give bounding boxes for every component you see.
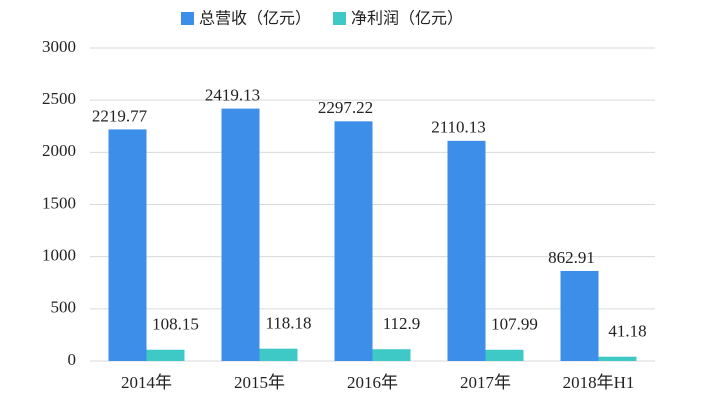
bar [259,348,298,361]
data-label: 112.9 [383,314,421,333]
data-label: 41.18 [608,322,646,341]
y-tick-label: 2000 [42,141,76,160]
bar [221,108,260,362]
x-tick-label: 2015年 [234,373,285,392]
data-label: 2219.77 [92,106,148,125]
y-tick-label: 2500 [42,89,76,108]
data-label: 2297.22 [318,98,373,117]
data-label: 862.91 [548,248,595,267]
data-label: 2419.13 [205,86,260,105]
legend-label: 总营收（亿元） [199,9,311,28]
bar [146,349,185,361]
bar [560,270,599,361]
x-tick-label: 2018年H1 [563,373,635,392]
data-label: 107.99 [491,315,538,334]
bar [598,356,637,361]
data-label: 118.18 [265,314,311,333]
legend-swatch [333,12,347,25]
bar [372,349,411,361]
legend-swatch [181,12,194,25]
bar [108,129,147,361]
y-tick-label: 500 [51,298,77,317]
y-tick-label: 1500 [42,193,76,212]
x-tick-label: 2014年 [121,373,172,392]
x-tick-label: 2016年 [347,373,398,392]
y-tick-label: 3000 [42,37,76,56]
y-tick-label: 1000 [42,246,76,265]
data-label: 2110.13 [431,118,486,137]
legend-label: 净利润（亿元） [351,9,463,28]
bar [485,349,524,361]
bar [447,140,486,361]
bar [334,121,373,361]
x-tick-label: 2017年 [460,373,511,392]
data-label: 108.15 [152,315,199,334]
y-tick-label: 0 [68,350,77,369]
